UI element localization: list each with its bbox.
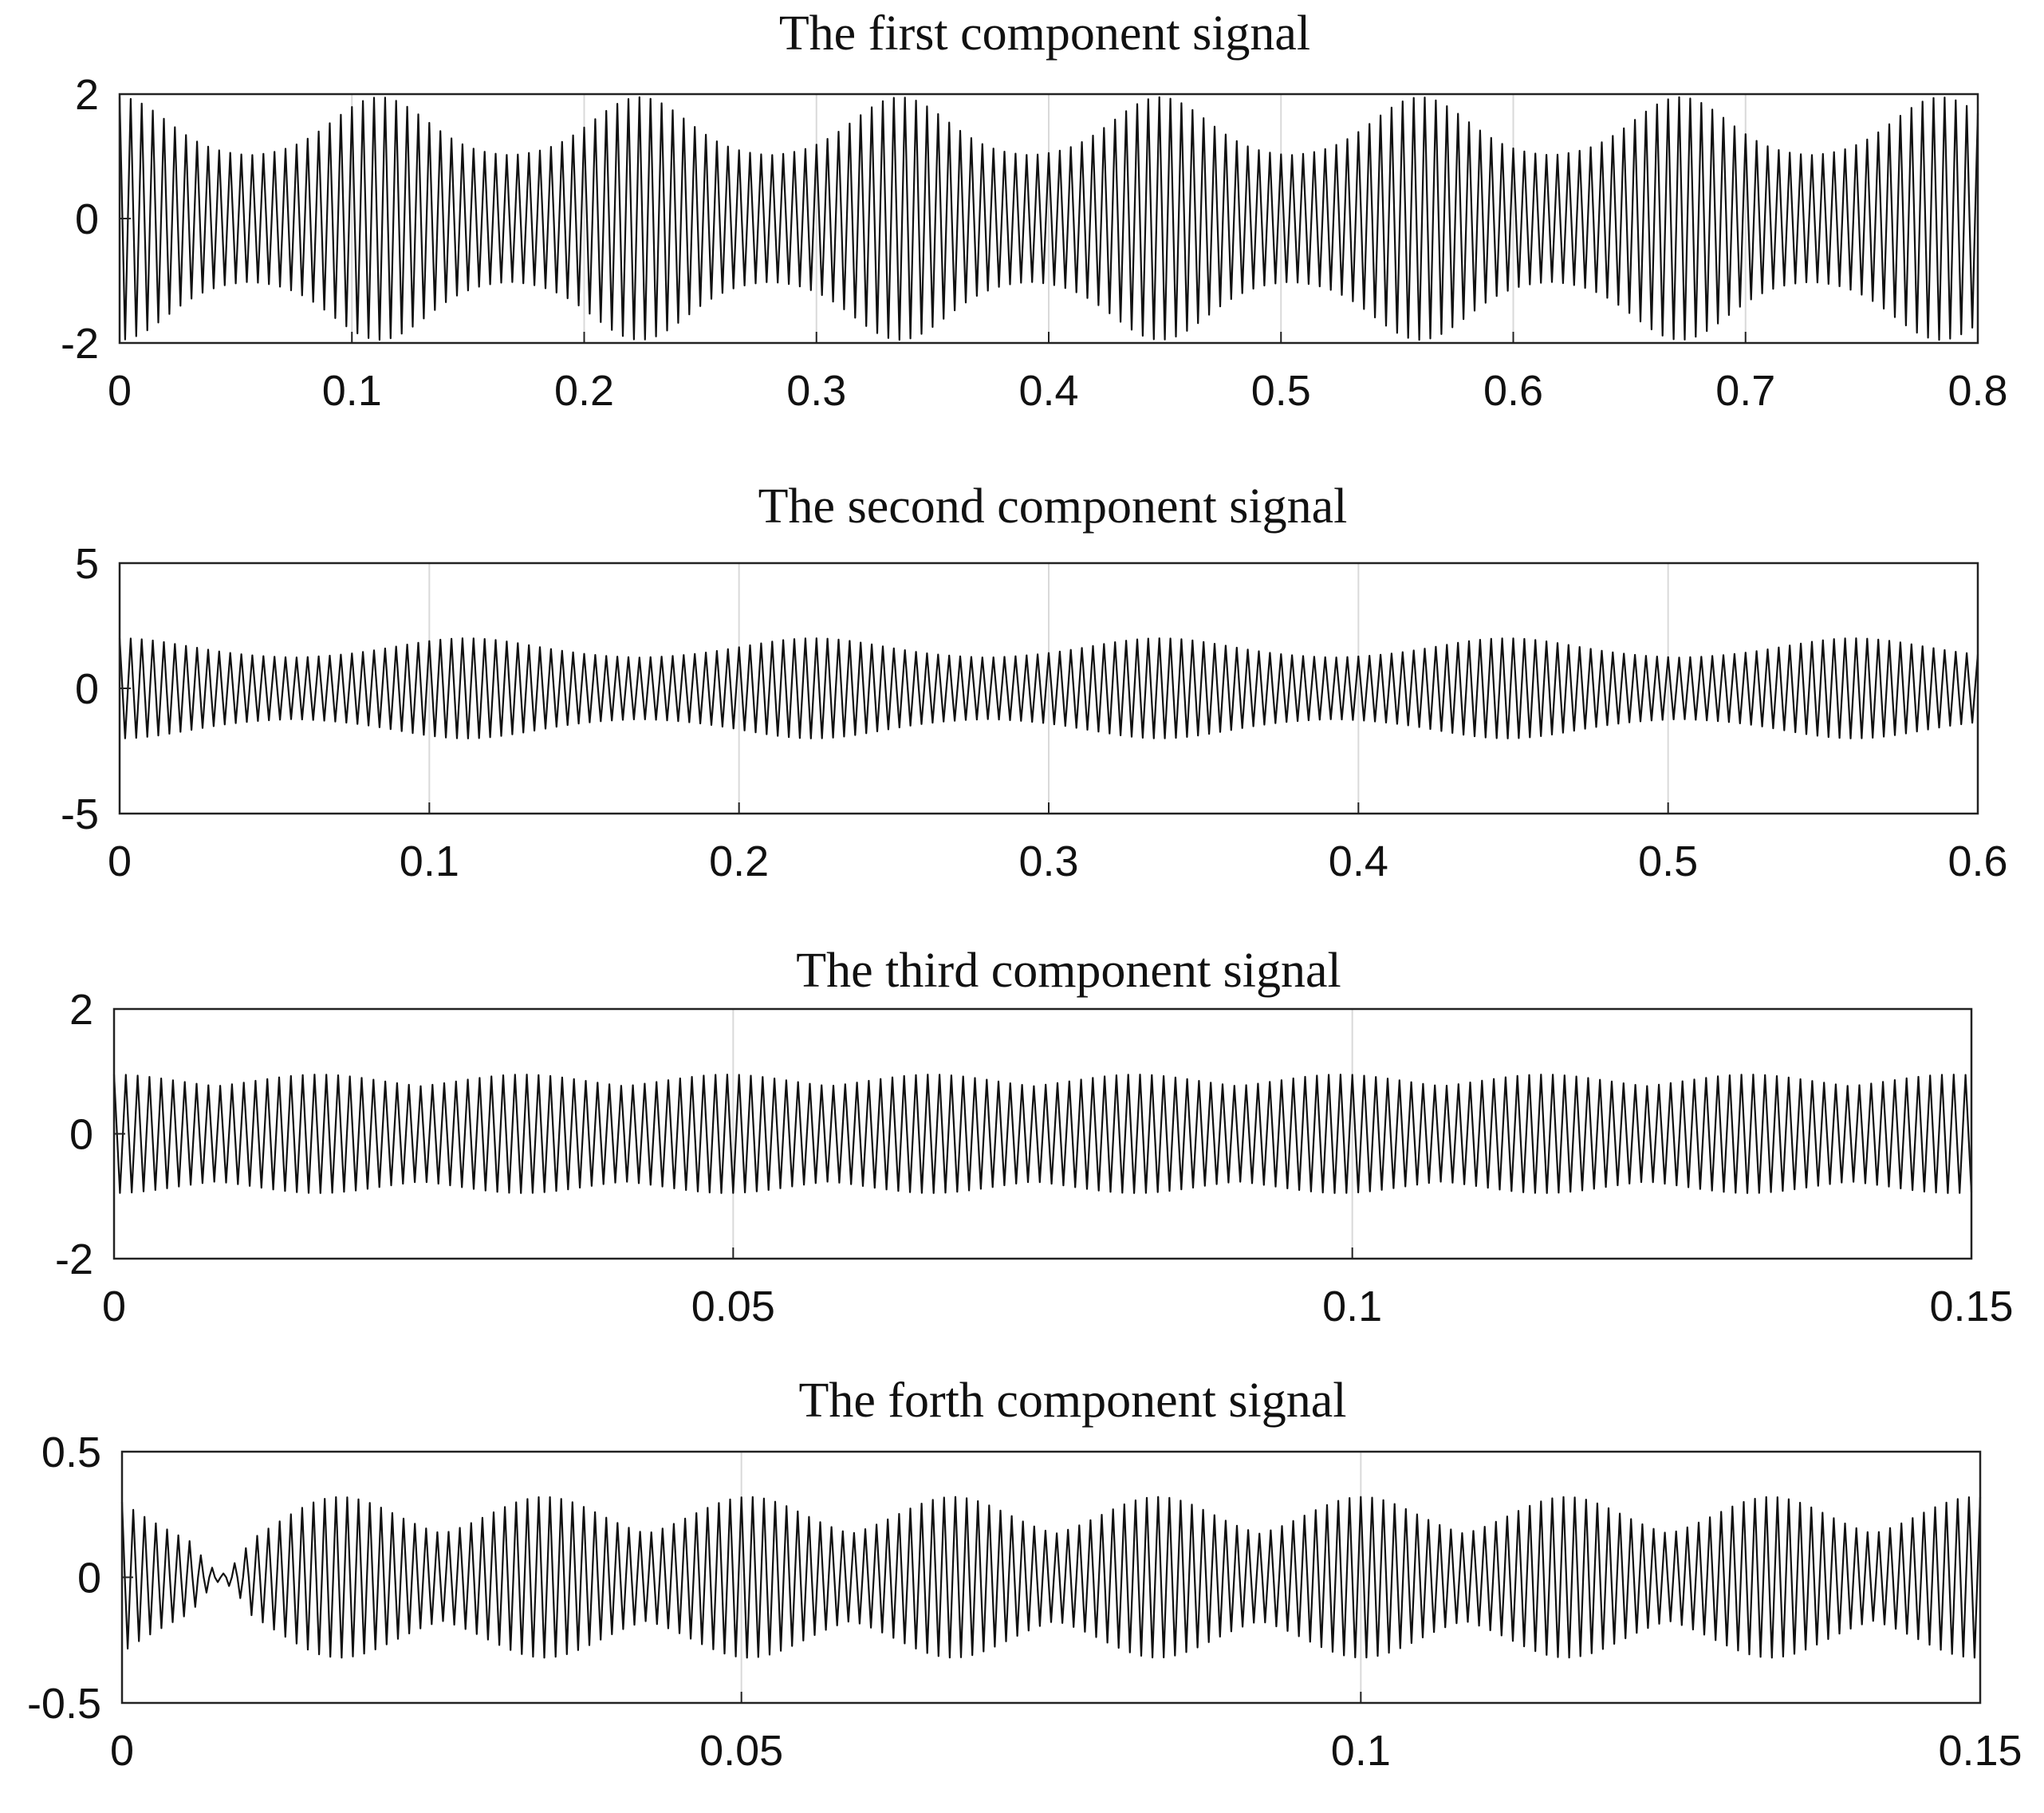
chart-panel-4: The forth component signal 0 0.05 0.1 0.15 -… [27,1374,2022,1775]
panel-4-grid [740,1452,1362,1703]
panel-1-y-tick-label: 2 [75,71,99,119]
panel-3-x-tick-label: 0.1 [1322,1283,1382,1330]
panel-4-x-tick-label: 0.1 [1331,1727,1391,1775]
panel-1-title: The first component signal [779,6,1310,61]
panel-2-x-tick-label: 0.2 [709,838,769,885]
panel-2-title: The second component signal [758,479,1348,534]
chart-panel-1: The first component signal 0 0.1 0.2 0.3 0.4… [61,6,2008,415]
panel-2-x-tick-label: 0.6 [1948,838,2007,885]
panel-1-x-tick-label: 0.6 [1483,367,1543,415]
panel-3-y-tick-label: 0 [69,1111,93,1159]
panel-2-y-tick-label: -5 [61,790,99,838]
panel-2-y-tick-label: 5 [75,540,99,588]
panel-4-signal-line [120,1496,1982,1659]
panel-2-x-tick-label: 0.5 [1638,838,1698,885]
panel-1-x-tick-label: 0.8 [1948,367,2007,415]
panel-1-y-tick-label: 0 [75,195,99,243]
panel-4-x-tick-label: 0 [110,1727,134,1775]
panel-3-grid [732,1009,1353,1259]
panel-2-y-tick-label: 0 [75,665,99,713]
panel-2-x-tick-label: 0.3 [1018,838,1078,885]
panel-1-grid [351,94,1747,343]
panel-1-x-tick-label: 0 [108,367,132,415]
panel-1-x-tick-label: 0.1 [322,367,382,415]
panel-2-ticks: 0 0.1 0.2 0.3 0.4 0.5 0.6-505 [61,540,2008,885]
panel-1-ticks: 0 0.1 0.2 0.3 0.4 0.5 0.6 0.7 0.8-202 [61,71,2008,415]
panel-4-ticks: 0 0.05 0.1 0.15-0.500.5 [27,1429,2022,1775]
panel-2-x-tick-label: 0 [108,838,132,885]
panel-3-y-tick-label: -2 [55,1236,93,1283]
panel-4-title: The forth component signal [799,1374,1347,1428]
panel-4-y-tick-label: 0.5 [41,1429,101,1476]
panel-1-x-tick-label: 0.4 [1018,367,1078,415]
panel-1-x-tick-label: 0.5 [1251,367,1311,415]
panel-3-y-tick-label: 2 [69,986,93,1034]
panel-4-x-tick-label: 0.05 [699,1727,783,1775]
panel-1-x-tick-label: 0.3 [786,367,846,415]
panel-3-x-tick-label: 0.05 [691,1283,775,1330]
chart-panel-3: The third component signal 0 0.05 0.1 0.15 -… [55,944,2014,1330]
panel-1-y-tick-label: -2 [61,320,99,368]
panel-4-y-tick-label: -0.5 [27,1680,101,1728]
chart-panel-2: The second component signal 0 0.1 0.2 0.3 0.… [61,479,2008,885]
panel-1-x-tick-label: 0.2 [554,367,614,415]
panel-2-signal-line [118,637,1979,739]
panel-2-x-tick-label: 0.4 [1329,838,1388,885]
panel-3-signal-line [112,1074,1973,1194]
panel-1-x-tick-label: 0.7 [1715,367,1775,415]
panel-1-signal-line [118,96,1979,341]
panel-4-x-tick-label: 0.15 [1938,1727,2022,1775]
panel-4-y-tick-label: 0 [77,1555,101,1602]
panel-3-x-tick-label: 0.15 [1929,1283,2013,1330]
panel-3-x-tick-label: 0 [102,1283,126,1330]
panel-2-grid [428,563,1669,814]
panel-3-title: The third component signal [796,944,1341,998]
panel-3-ticks: 0 0.05 0.1 0.15-202 [55,986,2014,1330]
panel-2-x-tick-label: 0.1 [400,838,459,885]
